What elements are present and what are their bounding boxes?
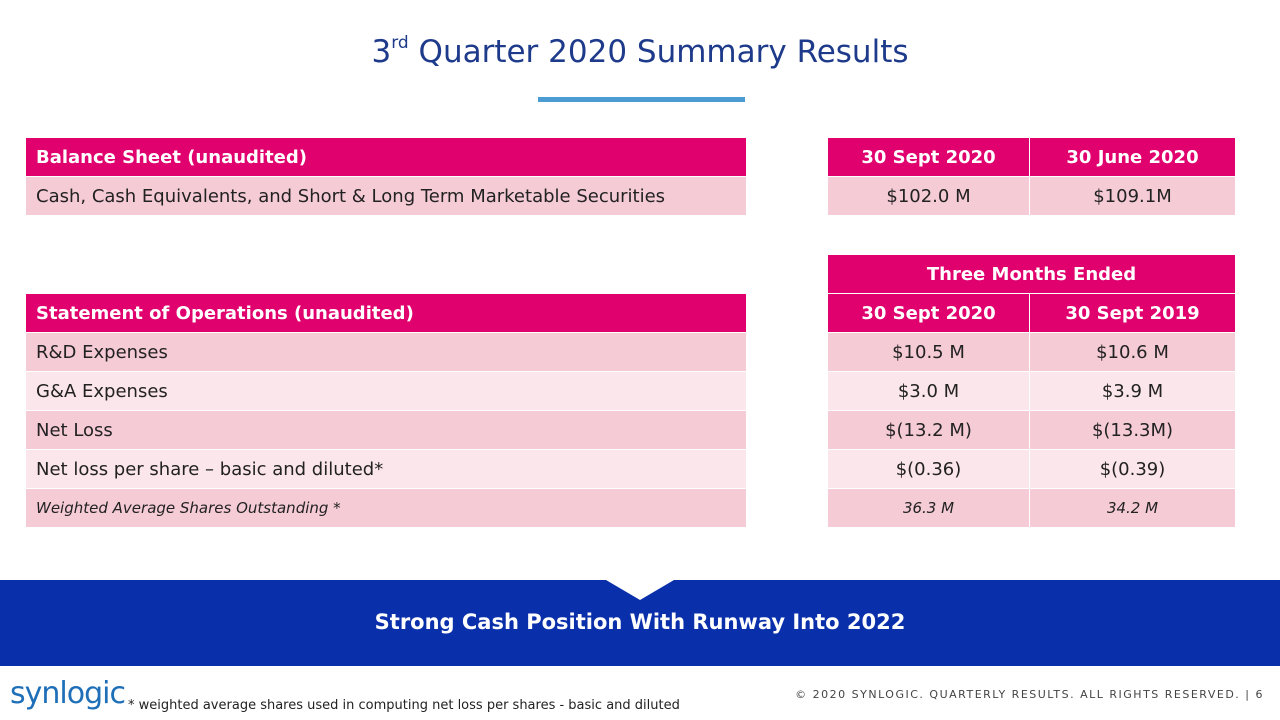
synlogic-logo: synlogic [10,676,126,711]
table-row-label: R&D Expenses [26,333,746,371]
table-row-value: $(0.36) [828,450,1030,488]
operations-col-sept2019: 30 Sept 2019 [1030,294,1235,332]
table-row-value: $(0.39) [1030,450,1235,488]
title-underline [538,97,745,102]
balance-sheet-col-june2020: 30 June 2020 [1030,138,1235,176]
table-row-value: $3.9 M [1030,372,1235,410]
table-row-value: $10.6 M [1030,333,1235,371]
balance-sheet-header: Balance Sheet (unaudited) [26,138,746,176]
table-row-value: $(13.3M) [1030,411,1235,449]
table-row-value: $3.0 M [828,372,1030,410]
banner-notch [606,580,674,600]
copyright-footer: © 2020 SYNLOGIC. QUARTERLY RESULTS. ALL … [795,688,1264,701]
three-months-ended-header: Three Months Ended [828,255,1235,293]
table-row-value: $10.5 M [828,333,1030,371]
banner-text: Strong Cash Position With Runway Into 20… [374,610,906,634]
table-row-value: 34.2 M [1030,489,1235,527]
cash-row-sept2020: $102.0 M [828,177,1030,215]
cash-row-label: Cash, Cash Equivalents, and Short & Long… [26,177,746,215]
balance-sheet-col-sept2020: 30 Sept 2020 [828,138,1030,176]
table-row-label: Net Loss [26,411,746,449]
table-row-label: Net loss per share – basic and diluted* [26,450,746,488]
footnote: * weighted average shares used in comput… [128,698,680,713]
operations-col-sept2020: 30 Sept 2020 [828,294,1030,332]
table-row-label: G&A Expenses [26,372,746,410]
cash-row-june2020: $109.1M [1030,177,1235,215]
table-row-label: Weighted Average Shares Outstanding * [26,489,746,527]
operations-header: Statement of Operations (unaudited) [26,294,746,332]
table-row-value: $(13.2 M) [828,411,1030,449]
table-row-value: 36.3 M [828,489,1030,527]
page-title: 3rd Quarter 2020 Summary Results [371,32,909,70]
